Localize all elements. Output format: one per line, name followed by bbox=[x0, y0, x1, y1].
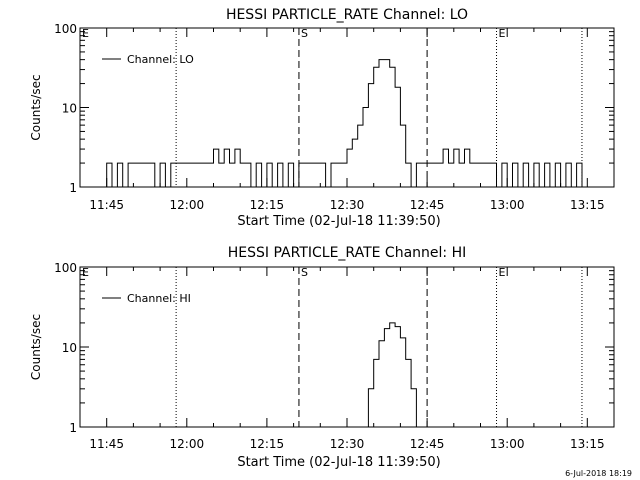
plot-frame-hi bbox=[79, 266, 615, 428]
x-tick-label-hi: 13:15 bbox=[570, 437, 605, 451]
legend-label-lo: Channel: LO bbox=[127, 53, 194, 66]
x-tick-label-hi: 12:15 bbox=[250, 437, 285, 451]
series-line-lo bbox=[101, 59, 588, 188]
x-axis-label-hi: Start Time (02-Jul-18 11:39:50) bbox=[237, 455, 440, 470]
x-tick-label-lo: 11:45 bbox=[89, 198, 124, 212]
y-tick-label-hi: 1 bbox=[69, 421, 77, 435]
event-marker-label: S bbox=[301, 266, 308, 279]
x-tick-label-hi: 12:00 bbox=[170, 437, 205, 451]
x-tick-label-hi: 12:30 bbox=[330, 437, 365, 451]
x-tick-label-lo: 12:45 bbox=[410, 198, 445, 212]
event-marker-label: E bbox=[499, 266, 506, 279]
y-tick-label-hi: 100 bbox=[54, 261, 77, 275]
y-axis-label-lo: Counts/sec bbox=[29, 74, 43, 140]
event-marker-label: S bbox=[301, 27, 308, 40]
x-tick-label-lo: 12:30 bbox=[330, 198, 365, 212]
chart-title-lo: HESSI PARTICLE_RATE Channel: LO bbox=[226, 7, 468, 23]
x-tick-label-lo: 12:00 bbox=[170, 198, 205, 212]
x-tick-label-hi: 11:45 bbox=[89, 437, 124, 451]
timestamp-stamp: 6-Jul-2018 18:19 bbox=[565, 469, 632, 478]
event-marker-label: E bbox=[82, 266, 89, 279]
event-marker-label: E bbox=[82, 27, 89, 40]
chart-title-hi: HESSI PARTICLE_RATE Channel: HI bbox=[228, 245, 466, 261]
x-tick-label-lo: 13:00 bbox=[490, 198, 525, 212]
chart-panel-lo: HESSI PARTICLE_RATE Channel: LO 1 10 100 11:… bbox=[29, 7, 615, 229]
x-axis-label-lo: Start Time (02-Jul-18 11:39:50) bbox=[237, 214, 440, 229]
x-tick-label-hi: 12:45 bbox=[410, 437, 445, 451]
y-tick-label-lo: 100 bbox=[54, 22, 77, 36]
chart-panel-hi: HESSI PARTICLE_RATE Channel: HI 1 10 100 11:… bbox=[29, 245, 615, 470]
y-tick-label-hi: 10 bbox=[62, 341, 77, 355]
series-line-hi bbox=[363, 322, 417, 428]
x-tick-label-lo: 13:15 bbox=[570, 198, 605, 212]
y-tick-label-lo: 10 bbox=[62, 102, 77, 116]
event-marker-label: E bbox=[499, 27, 506, 40]
x-tick-label-hi: 13:00 bbox=[490, 437, 525, 451]
x-tick-label-lo: 12:15 bbox=[250, 198, 285, 212]
y-tick-label-lo: 1 bbox=[69, 181, 77, 195]
legend-label-hi: Channel: HI bbox=[127, 292, 191, 305]
y-axis-label-hi: Counts/sec bbox=[29, 314, 43, 380]
